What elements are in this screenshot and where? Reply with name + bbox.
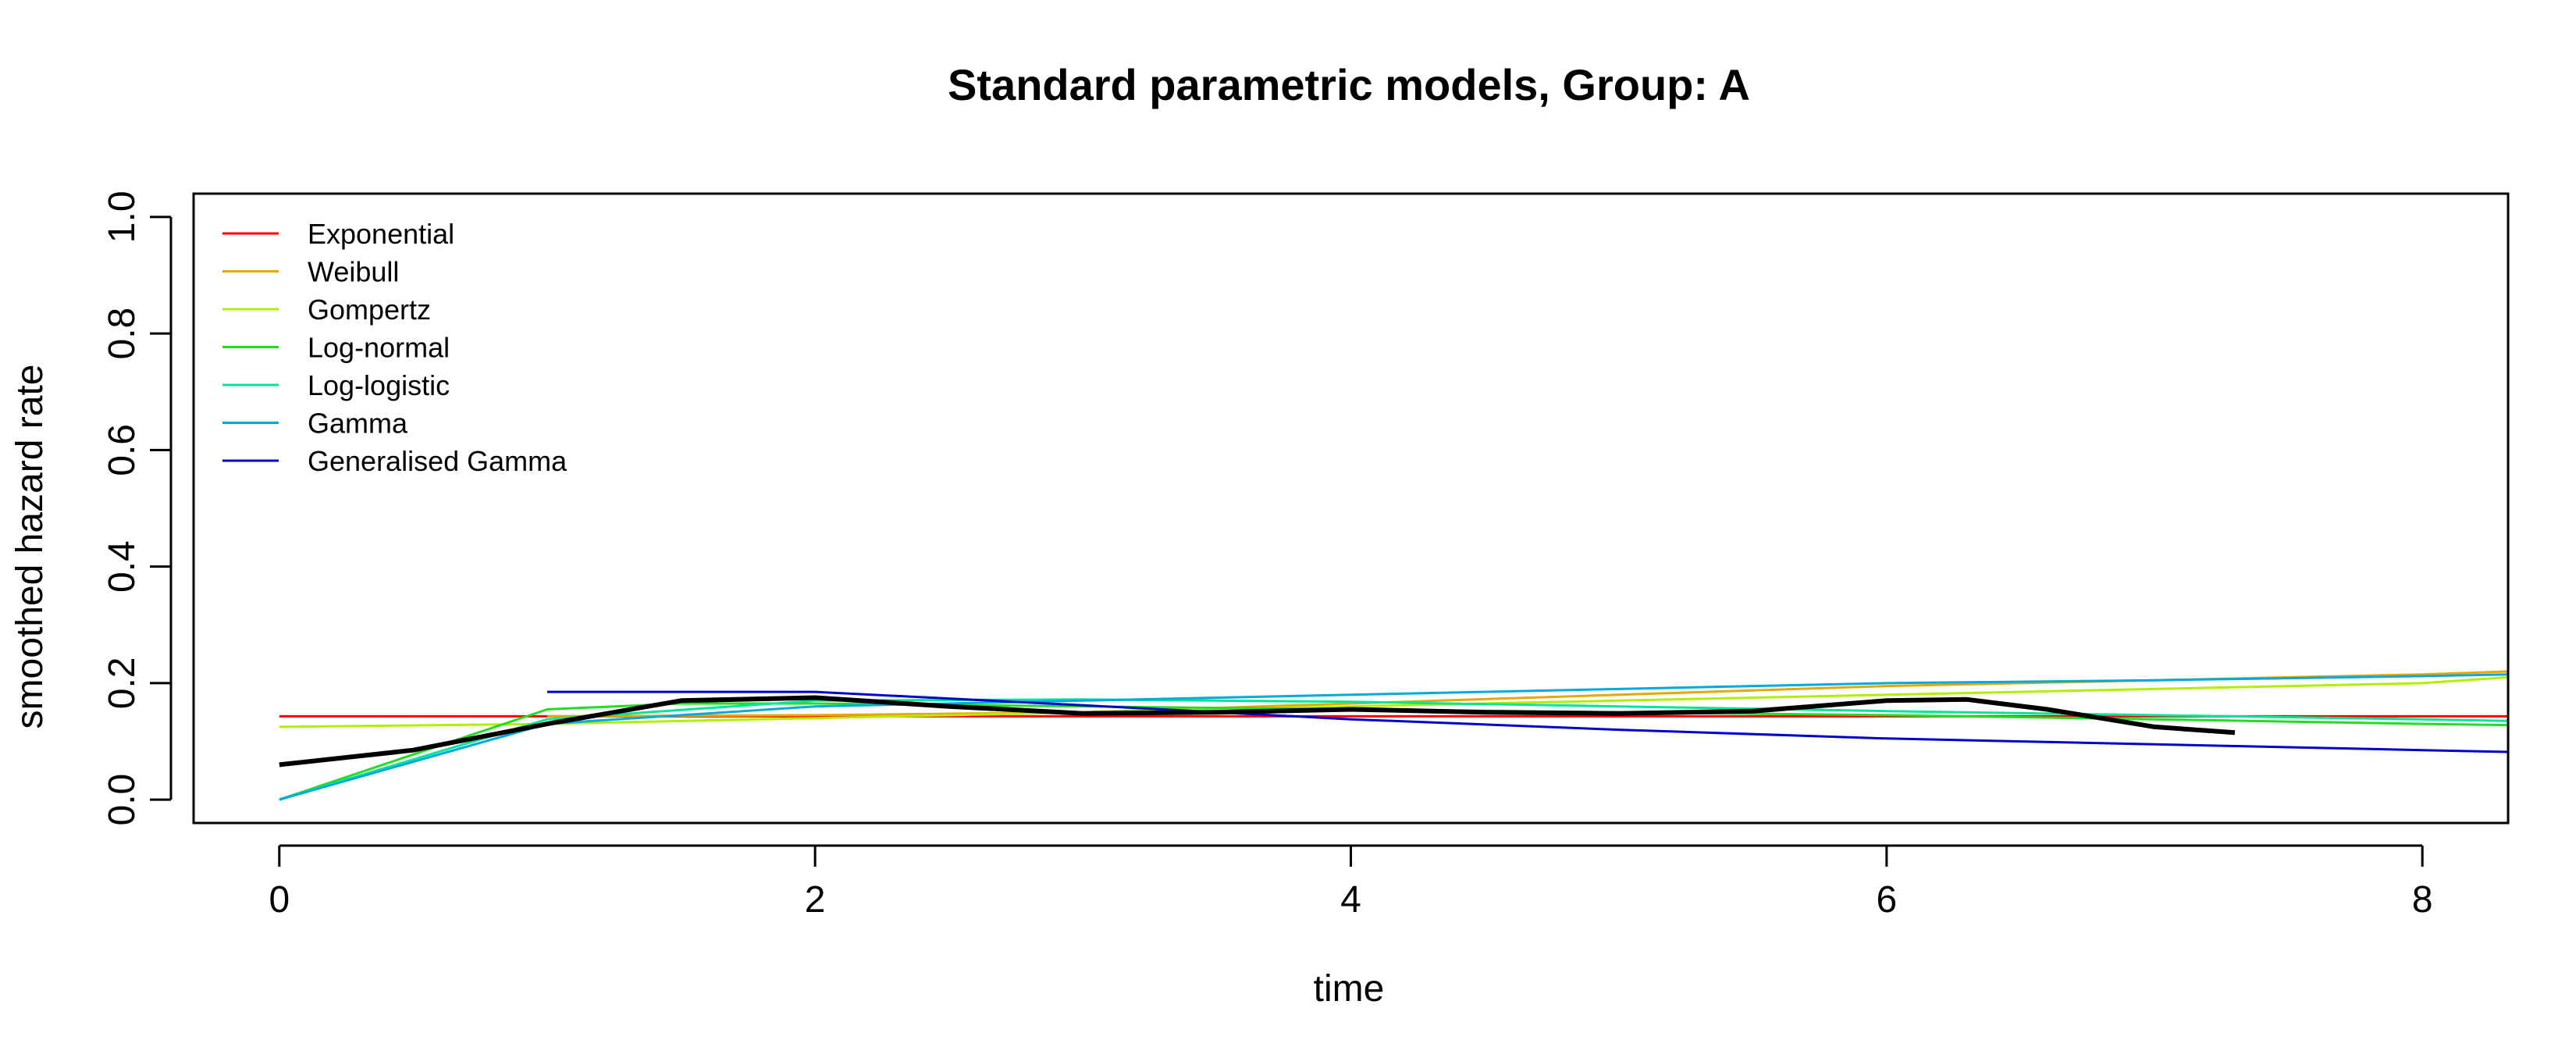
x-tick-label: 0 — [269, 879, 290, 921]
x-tick-label: 6 — [1876, 879, 1897, 921]
series-group — [279, 670, 2508, 801]
series-line-log-logistic — [279, 698, 2508, 801]
chart-title: Standard parametric models, Group: A — [948, 60, 1750, 109]
x-tick-label: 4 — [1340, 879, 1361, 921]
plot-area: 0 2 4 6 8 0.0 0.2 0.4 0.6 0.8 1.0 Exponential Weibul… — [101, 191, 2510, 921]
y-tick-label: 0.4 — [101, 540, 143, 593]
series-line-log-normal — [279, 702, 2508, 801]
y-tick-label: 0.0 — [101, 774, 143, 826]
y-axis-title: smoothed hazard rate — [9, 365, 51, 729]
x-tick-label: 2 — [805, 879, 826, 921]
series-line-generalised-gamma — [547, 690, 2508, 753]
legend-entry-label: Log-normal — [308, 332, 450, 364]
x-tick-label: 8 — [2412, 879, 2433, 921]
y-tick-label: 0.2 — [101, 657, 143, 710]
legend-entry-label: Gamma — [308, 408, 408, 440]
series-line-gamma — [279, 673, 2508, 801]
legend-entry-label: Weibull — [308, 256, 399, 288]
y-tick-label: 0.6 — [101, 424, 143, 476]
legend-entry-label: Gompertz — [308, 294, 431, 326]
y-tick-label: 0.8 — [101, 308, 143, 360]
legend-entry-label: Log-logistic — [308, 369, 450, 401]
legend-entry-label: Generalised Gamma — [308, 445, 568, 477]
legend-entry-label: Exponential — [308, 218, 454, 250]
y-tick-label: 1.0 — [101, 191, 143, 243]
series-line-smoothed-hazard — [279, 695, 2236, 768]
plot-frame — [192, 192, 2510, 825]
x-axis-title: time — [1314, 968, 1385, 1010]
